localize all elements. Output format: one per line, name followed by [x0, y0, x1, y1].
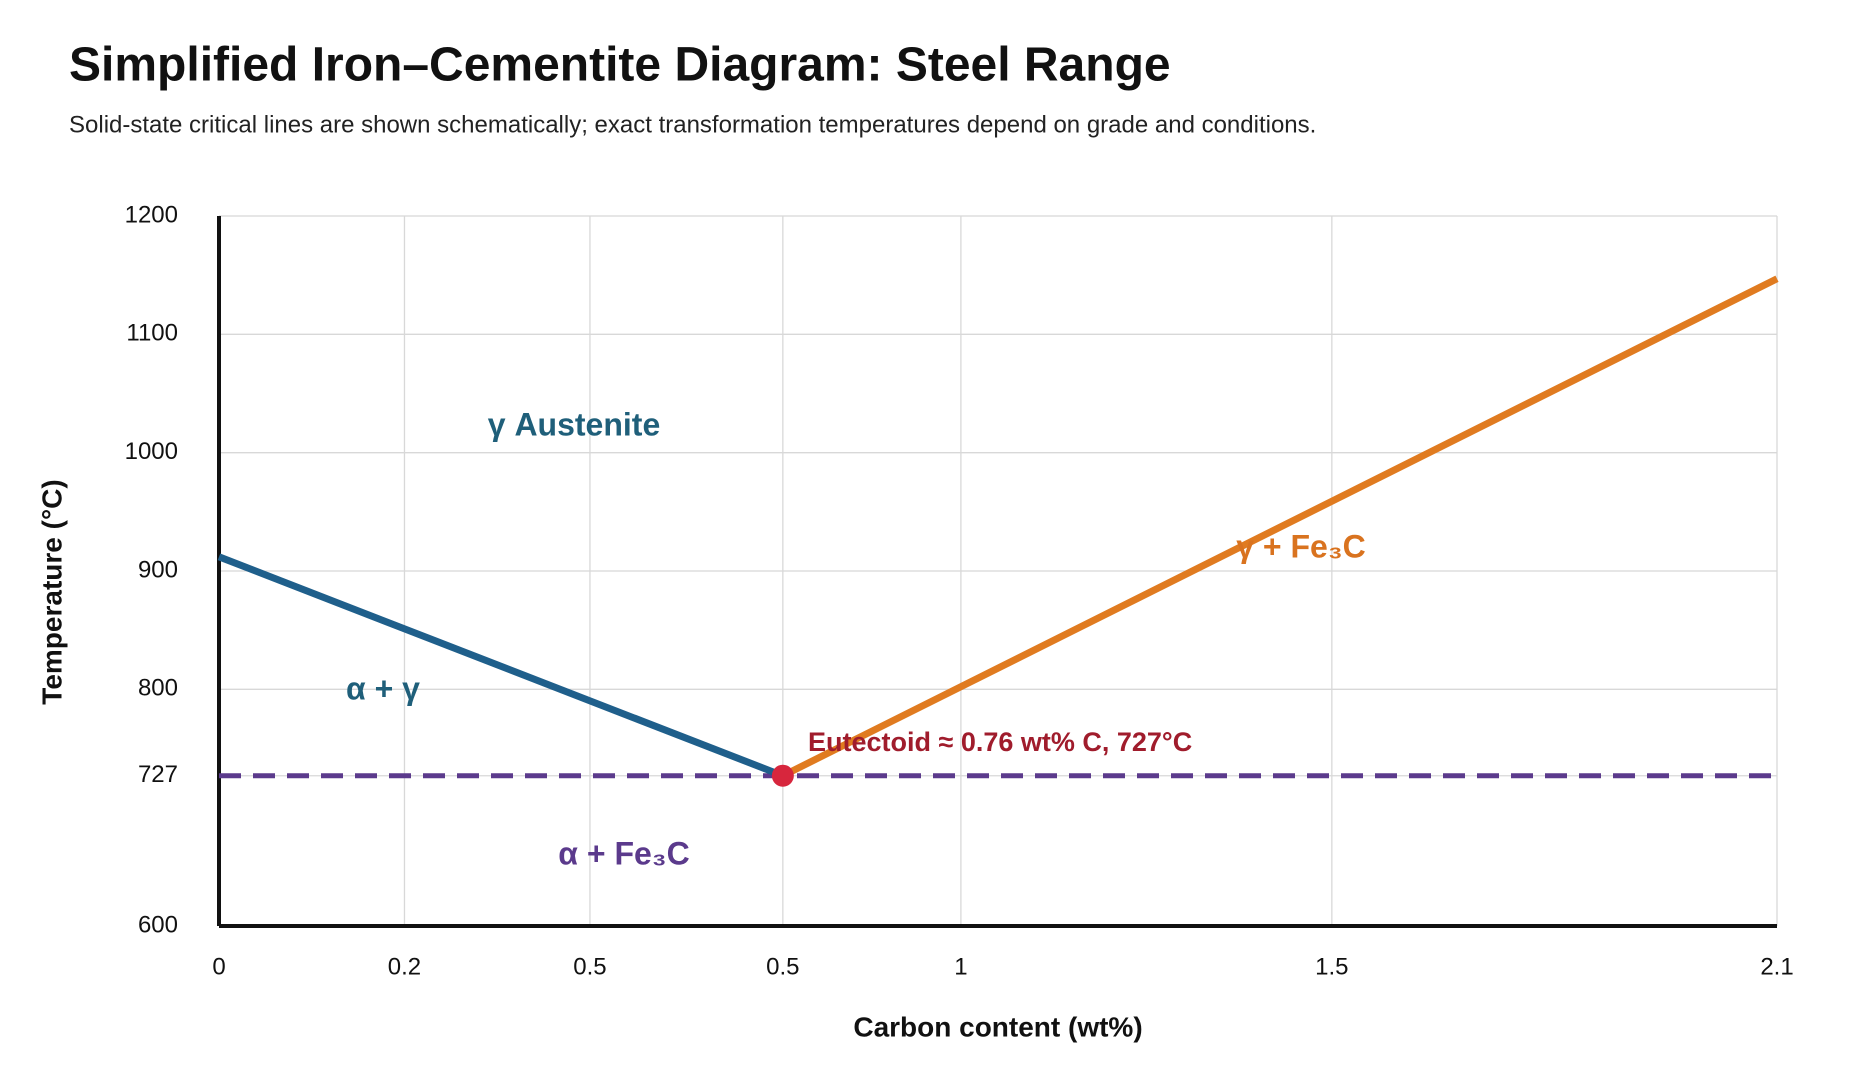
x-tick-label: 0.5	[573, 953, 606, 980]
chart-subtitle: Solid-state critical lines are shown sch…	[69, 111, 1316, 138]
y-tick-label: 900	[138, 556, 178, 583]
y-tick-label: 727	[138, 761, 178, 788]
y-tick-label: 1000	[125, 438, 178, 465]
region-label: α + γ	[346, 670, 420, 706]
region-label: γ Austenite	[488, 406, 660, 442]
y-tick-label: 800	[138, 675, 178, 702]
x-tick-label: 0	[212, 953, 225, 980]
region-label: Eutectoid ≈ 0.76 wt% C, 727°C	[808, 727, 1192, 757]
x-axis-title: Carbon content (wt%)	[853, 1011, 1142, 1042]
x-tick-label: 2.1	[1760, 953, 1793, 980]
critical-line	[781, 275, 1779, 779]
x-tick-label: 1	[954, 953, 967, 980]
critical-line	[217, 553, 785, 779]
x-tick-label: 0.5	[766, 953, 799, 980]
y-tick-label: 1100	[126, 320, 178, 347]
x-tick-label: 0.2	[388, 953, 421, 980]
x-tick-label: 1.5	[1315, 953, 1348, 980]
y-axis-title: Temperature (°C)	[36, 479, 67, 704]
y-tick-label: 1200	[125, 201, 178, 228]
chart-title: Simplified Iron–Cementite Diagram: Steel…	[69, 39, 1171, 92]
region-label: γ + Fe₃C	[1236, 528, 1366, 564]
eutectoid-point	[771, 764, 794, 787]
region-label: α + Fe₃C	[558, 835, 689, 871]
y-tick-label: 600	[138, 911, 178, 938]
